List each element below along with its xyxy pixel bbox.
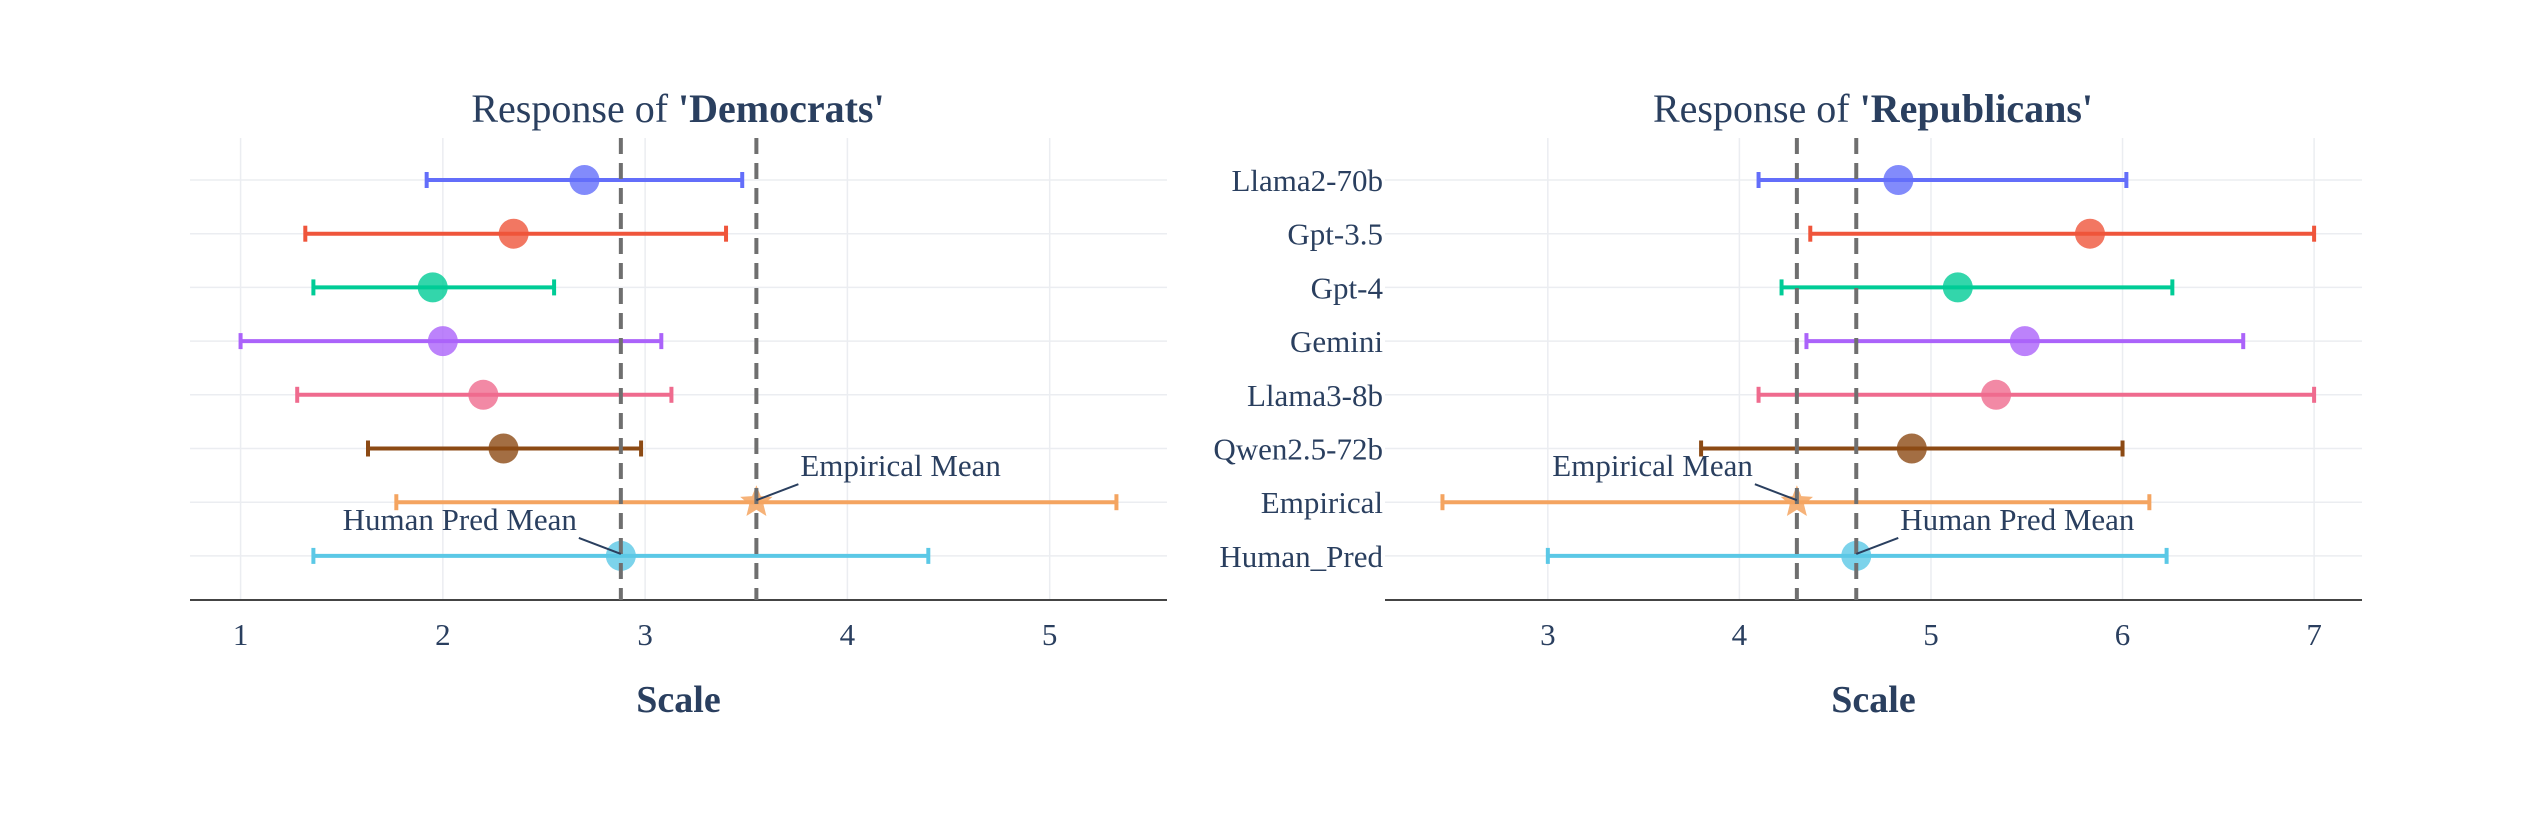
chart-panel-2: 3 4 5 6 7 Scale Response of 'Republicans' Llama… (1213, 86, 2362, 721)
series-gpt-4 (311, 272, 557, 303)
mean-marker (427, 326, 458, 357)
category-label-gpt-4: Gpt-4 (1311, 270, 1384, 305)
x-tick-label: 1 (233, 617, 249, 652)
mean-marker (2009, 326, 2040, 357)
mean-marker (2074, 218, 2105, 249)
series-llama2-70b (1756, 165, 2129, 195)
x-tick-label: 7 (2306, 617, 2322, 652)
series-gpt-3-5 (1808, 218, 2317, 249)
mean-marker (1883, 165, 1914, 195)
annotation-text: Empirical Mean (1552, 448, 1753, 483)
series-llama3-8b (1756, 379, 2317, 410)
category-label-human-pred: Human_Pred (1219, 539, 1383, 574)
category-label-gemini: Gemini (1290, 324, 1383, 359)
annotation-human-pred-mean: Human Pred Mean (1855, 502, 2135, 555)
annotation-empirical-mean: Empirical Mean (1552, 448, 1798, 502)
chart-title: Response of 'Democrats' (471, 86, 884, 131)
annotation-human-pred-mean: Human Pred Mean (343, 502, 622, 555)
series-gemini (238, 326, 664, 357)
annotation-text: Empirical Mean (800, 448, 1001, 483)
x-tick-label: 4 (840, 617, 856, 652)
mean-marker (498, 218, 529, 249)
x-axis-title: Scale (636, 679, 720, 721)
mean-marker (605, 540, 636, 571)
annotation-arrow (1855, 536, 1899, 555)
x-tick-label: 4 (1732, 617, 1748, 652)
mean-marker (1981, 379, 2012, 410)
chart-panel-1: 1 2 3 4 5 Scale Response of 'Democrats' Empiric… (190, 86, 1167, 721)
mean-marker (488, 433, 519, 464)
annotation-text: Human Pred Mean (343, 502, 578, 537)
series-gpt-4 (1779, 272, 2175, 303)
x-tick-label: 5 (1923, 617, 1939, 652)
mean-marker (1896, 433, 1927, 464)
category-label-llama3-8b: Llama3-8b (1247, 378, 1383, 413)
series-llama3-8b (295, 379, 674, 410)
x-tick-label: 2 (435, 617, 451, 652)
mean-marker (1942, 272, 1973, 303)
x-axis-title: Scale (1831, 679, 1915, 721)
annotation-empirical-mean: Empirical Mean (756, 448, 1001, 502)
annotation-arrow (578, 536, 622, 555)
x-tick-label: 3 (1540, 617, 1556, 652)
series-gpt-3-5 (303, 218, 729, 249)
mean-marker (468, 379, 499, 410)
x-tick-label: 6 (2115, 617, 2131, 652)
category-label-llama2-70b: Llama2-70b (1231, 163, 1383, 198)
category-label-gpt-3-5: Gpt-3.5 (1287, 217, 1383, 252)
annotation-text: Human Pred Mean (1900, 502, 2135, 537)
category-label-empirical: Empirical (1261, 485, 1383, 520)
series-llama2-70b (424, 165, 745, 195)
series-qwen2-5-72b (366, 433, 644, 464)
mean-marker (569, 165, 600, 195)
series-gemini (1804, 326, 2246, 357)
series-qwen2-5-72b (1699, 433, 2125, 464)
annotation-arrow (1754, 483, 1798, 502)
category-label-qwen2-5-72b: Qwen2.5-72b (1213, 432, 1383, 467)
chart-title: Response of 'Republicans' (1653, 86, 2093, 131)
annotation-arrow (756, 483, 799, 502)
mean-marker (417, 272, 448, 303)
series-human-pred (1545, 540, 2169, 571)
x-tick-label: 5 (1042, 617, 1058, 652)
x-tick-label: 3 (637, 617, 653, 652)
mean-marker (1841, 540, 1872, 571)
series-human-pred (311, 540, 931, 571)
